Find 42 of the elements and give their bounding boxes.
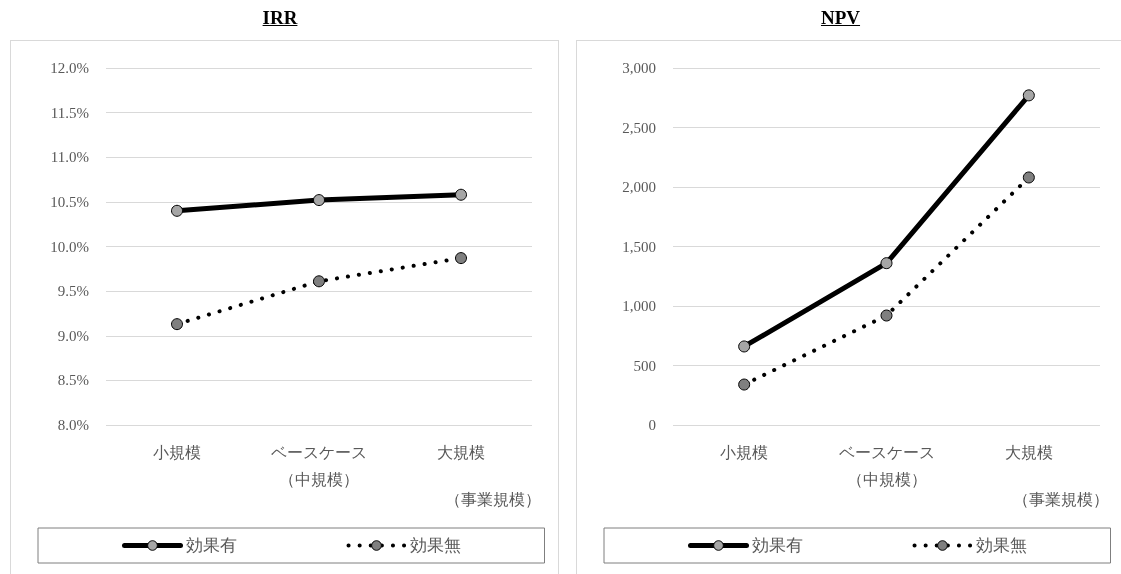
chart-title: NPV [820, 7, 861, 29]
x-tick-label: ベースケース（中規模） [838, 444, 935, 488]
point [313, 275, 325, 288]
x-tick-label: 小規模 [720, 444, 769, 461]
y-tick-label: 500 [633, 357, 656, 374]
legend-label: 効果無 [975, 536, 1027, 555]
y-tick-label: 11.5% [50, 104, 89, 121]
point [171, 318, 183, 331]
y-tick-label: 0 [648, 417, 656, 433]
y-tick-label: 8.5% [57, 372, 89, 389]
y-tick-label: 8.0% [57, 417, 89, 433]
y-tick-label: 12.0% [50, 60, 89, 76]
y-tick-label: 9.0% [57, 327, 89, 344]
y-tick-label: 2,000 [622, 179, 656, 195]
point [1022, 171, 1035, 184]
point [1022, 89, 1035, 102]
y-tick-label: 1,500 [622, 238, 656, 255]
point [738, 378, 751, 391]
point [455, 188, 467, 201]
point [455, 252, 467, 265]
point [171, 204, 183, 217]
x-tick-label: 小規模 [153, 444, 201, 461]
y-tick-label: 10.0% [50, 238, 89, 255]
y-tick-label: 9.5% [57, 283, 89, 300]
point [738, 340, 751, 353]
point [880, 257, 893, 270]
point [880, 309, 893, 322]
chart-title: IRR [262, 7, 298, 29]
y-tick-label: 1,000 [622, 298, 656, 314]
legend-label: 効果有 [751, 536, 803, 555]
x-axis-title: （事業規模） [445, 490, 541, 508]
x-axis-title: （事業規模） [1013, 490, 1109, 508]
y-tick-label: 2,500 [622, 119, 656, 136]
point [313, 194, 325, 207]
legend-label: 効果無 [409, 536, 461, 555]
x-tick-label: ベースケース（中規模） [271, 444, 367, 488]
x-tick-label: 大規模 [437, 444, 485, 461]
y-tick-label: 11.0% [50, 149, 89, 166]
y-tick-label: 10.5% [50, 193, 89, 210]
y-tick-label: 3,000 [622, 60, 656, 76]
x-tick-label: 大規模 [1004, 444, 1053, 461]
legend-label: 効果有 [185, 536, 237, 555]
